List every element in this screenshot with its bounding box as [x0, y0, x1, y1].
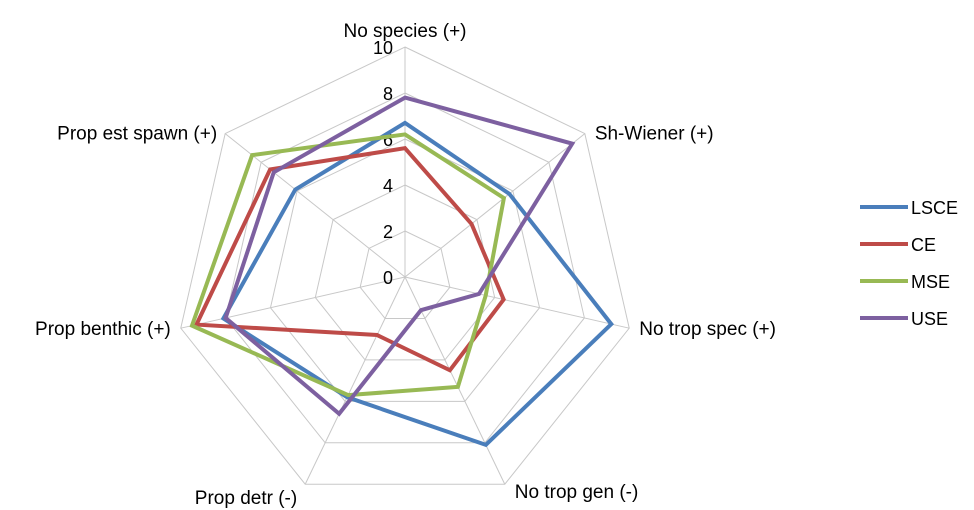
axis-label: No trop gen (-) — [515, 482, 639, 503]
axis-label: No trop spec (+) — [639, 319, 776, 340]
axis-spoke — [404, 276, 630, 329]
legend-label-ce: CE — [911, 235, 936, 255]
series-line-mse — [189, 132, 507, 398]
axis-spoke — [180, 276, 406, 329]
axis-labels: No species (+) Sh-Wiener (+) No trop spec … — [35, 21, 776, 509]
axis-spoke — [404, 276, 506, 485]
grid-ring-6 — [269, 138, 541, 402]
radial-tick-labels: 0 2 4 6 8 10 — [373, 38, 393, 288]
tick-label: 2 — [383, 222, 393, 242]
axis-spoke — [224, 133, 406, 278]
axis-spoke — [404, 133, 586, 278]
grid-ring-10 — [180, 46, 630, 485]
radar-series — [189, 95, 614, 448]
grid-ring-8 — [225, 92, 585, 444]
grid-ring-4 — [314, 184, 496, 361]
axis-label: Prop detr (-) — [195, 488, 297, 509]
legend-label-mse: MSE — [911, 272, 950, 292]
radar-grid — [180, 46, 630, 485]
legend-label-lsce: LSCE — [911, 198, 958, 218]
tick-label: 10 — [373, 38, 393, 58]
tick-label: 6 — [383, 130, 393, 150]
series-line-ce — [193, 146, 506, 373]
axis-label: No species (+) — [343, 21, 466, 42]
axis-label: Sh-Wiener (+) — [595, 124, 714, 145]
grid-ring-2 — [359, 230, 451, 319]
series-line-use — [223, 95, 576, 417]
axis-label: Prop benthic (+) — [35, 319, 171, 340]
tick-label: 8 — [383, 84, 393, 104]
axis-label: Prop est spawn (+) — [57, 124, 217, 145]
legend-label-use: USE — [911, 309, 948, 329]
axis-spoke — [304, 276, 406, 485]
tick-label: 0 — [383, 268, 393, 288]
legend: LSCE CE MSE USE — [860, 198, 958, 329]
tick-label: 4 — [383, 176, 393, 196]
